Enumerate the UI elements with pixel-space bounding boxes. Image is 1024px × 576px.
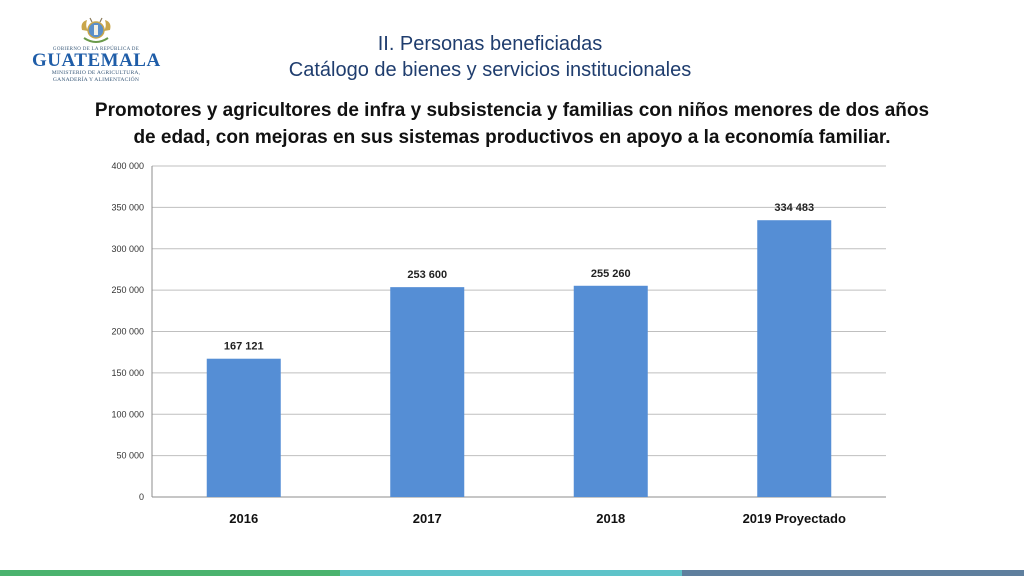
bar: [573, 285, 648, 497]
coat-of-arms-icon: [81, 17, 111, 43]
logo-country-text: GUATEMALA: [32, 50, 161, 71]
ministry-logo: GOBIERNO DE LA REPÚBLICA DE GUATEMALA MI…: [32, 16, 160, 96]
bar: [390, 287, 465, 497]
y-tick-label: 400 000: [111, 161, 144, 171]
y-tick-label: 300 000: [111, 244, 144, 254]
x-tick-label: 2016: [229, 511, 258, 526]
y-tick-label: 0: [139, 492, 144, 502]
footer-stripe-teal: [340, 570, 682, 576]
y-tick-label: 150 000: [111, 368, 144, 378]
section-subtitle: Catálogo de bienes y servicios instituci…: [288, 59, 692, 81]
data-label: 255 260: [591, 268, 631, 280]
footer-stripe-green: [0, 570, 340, 576]
y-tick-label: 50 000: [116, 451, 144, 461]
y-tick-label: 350 000: [111, 202, 144, 212]
bar: [757, 220, 832, 497]
chart-title-line2: de edad, con mejoras en sus sistemas pro…: [133, 127, 891, 148]
data-label: 167 121: [224, 341, 264, 353]
footer-stripe: [0, 570, 1024, 576]
chart-title-line1: Promotores y agricultores de infra y sub…: [94, 100, 930, 121]
section-title: II. Personas beneficiadas: [377, 33, 603, 55]
bar: [206, 358, 281, 497]
chart-title: Promotores y agricultores de infra y sub…: [92, 97, 932, 151]
section-heading: II. Personas beneficiadas Catálogo de bi…: [160, 31, 820, 83]
data-label: 253 600: [407, 269, 447, 281]
data-label: 334 483: [774, 202, 814, 214]
x-tick-label: 2017: [413, 511, 442, 526]
logo-government-text: GOBIERNO DE LA REPÚBLICA DE: [52, 47, 140, 52]
logo-ministry-line2: GANADERÍA Y ALIMENTACIÓN: [52, 76, 140, 83]
y-tick-label: 250 000: [111, 285, 144, 295]
logo-ministry-line1: MINISTERIO DE AGRICULTURA,: [51, 70, 141, 76]
x-tick-label: 2018: [596, 511, 625, 526]
y-tick-label: 100 000: [111, 409, 144, 419]
x-tick-label: 2019 Proyectado: [743, 511, 846, 526]
footer-stripe-slate: [682, 570, 1024, 576]
y-tick-label: 200 000: [111, 327, 144, 337]
